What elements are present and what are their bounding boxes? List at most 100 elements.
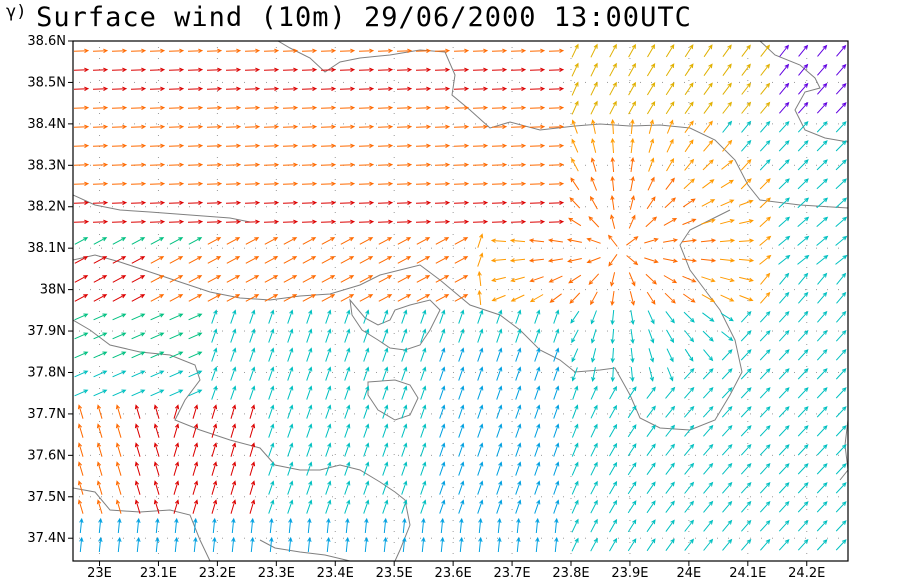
wind-arrow [454,237,469,245]
wind-arrow [647,176,655,191]
wind-arrow [130,67,147,73]
wind-arrow [249,461,256,476]
wind-arrow [382,461,389,476]
wind-arrow [553,499,560,514]
wind-arrow [112,275,127,283]
wind-arrow [188,370,203,378]
wind-arrow [721,405,733,418]
wind-arrow [245,256,260,264]
wind-arrow [645,216,658,228]
wind-arrow [288,536,293,553]
wind-arrow [721,443,733,456]
wind-arrow [610,291,615,307]
wind-arrow [382,347,389,362]
wind-arrow [74,294,89,302]
wind-arrow [548,275,563,283]
wind-arrow [510,219,527,225]
wind-arrow [666,367,674,382]
wind-arrow [553,461,560,476]
wind-arrow [491,162,508,168]
wind-arrow [702,159,714,171]
wind-arrow [282,48,299,54]
wind-arrow [434,86,451,92]
wind-arrow [721,424,733,437]
wind-arrow [684,519,694,532]
wind-arrow [339,219,356,225]
wind-arrow [684,158,695,171]
wind-arrow [609,537,618,552]
wind-arrow [702,179,715,189]
lon-tick-label: 23.1E [140,566,177,581]
wind-arrow [73,48,90,54]
wind-arrow [282,219,299,225]
title-text: Surface wind (10m) 29/06/2000 13:00UTC [36,2,692,33]
wind-arrow [665,311,675,324]
wind-arrow [377,181,394,187]
wind-arrow [797,387,809,399]
wind-arrow [529,276,544,283]
wind-arrow [816,482,828,494]
wind-arrow [665,386,676,399]
wind-arrow [150,370,165,378]
wind-arrow [798,272,809,285]
wind-arrow [359,237,374,245]
wind-arrow [439,347,446,362]
wind-arrow [230,309,237,324]
wind-arrow [377,143,394,149]
wind-arrow [268,366,275,381]
wind-arrow [74,351,89,359]
wind-arrow [703,519,714,532]
wind-arrow [454,275,469,283]
wind-arrow [231,517,236,534]
wind-arrow [230,442,237,457]
wind-arrow [211,328,218,343]
wind-arrow [230,461,237,476]
wind-arrow [439,461,446,476]
wind-arrow [396,162,413,168]
wind-arrow [835,121,847,133]
wind-arrow [759,349,771,361]
wind-arrow [168,200,185,206]
wind-arrow [134,442,141,457]
wind-arrow [225,86,242,92]
wind-arrow [740,368,752,380]
wind-arrow [339,143,356,149]
wind-arrow [306,347,313,362]
wind-arrow [553,385,560,400]
wind-arrow [434,124,451,130]
wind-arrow [397,256,412,264]
wind-arrow [797,197,810,209]
wind-arrow [553,347,560,362]
wind-arrow [92,86,109,92]
wind-arrow [453,105,470,111]
wind-arrow [817,82,828,95]
wind-arrow [610,309,615,326]
wind-arrow [263,200,280,206]
wind-arrow [149,124,166,130]
wind-arrow [211,461,218,476]
wind-arrow [816,520,828,532]
wind-arrow [130,181,147,187]
wind-arrow [73,105,90,111]
wind-arrow [515,366,522,381]
wind-arrow [363,366,370,381]
wind-arrow [515,499,522,514]
wind-arrow [73,219,90,225]
wind-arrow [703,101,713,114]
wind-arrow [211,309,218,324]
wind-arrow [130,143,147,149]
wind-arrow [230,499,237,514]
wind-arrow [759,425,771,437]
wind-arrow [627,424,637,438]
wind-arrow [491,48,508,54]
wind-arrow [740,349,752,361]
wind-arrow [665,500,675,513]
wind-arrow [130,105,147,111]
wind-arrow [420,309,427,324]
wind-arrow [510,143,527,149]
wind-arrow [111,181,128,187]
wind-arrow [496,366,503,381]
wind-arrow [150,275,165,283]
wind-arrow [534,499,541,514]
wind-arrow [702,330,714,342]
